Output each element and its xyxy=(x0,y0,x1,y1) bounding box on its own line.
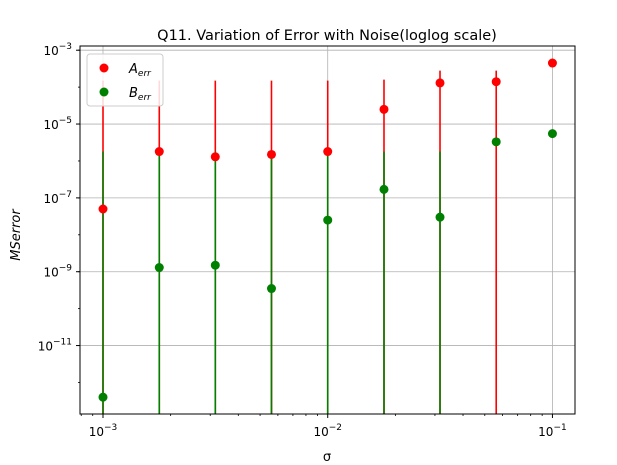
legend-label-b: Berr xyxy=(129,86,152,103)
x-tick-label: 10−1 xyxy=(538,423,567,439)
legend-label-a: Aerr xyxy=(128,62,152,79)
data-point-a xyxy=(210,152,220,162)
data-point-b xyxy=(210,260,220,270)
data-point-a xyxy=(379,104,389,114)
legend: Aerr Berr xyxy=(86,53,164,107)
data-point-a xyxy=(435,78,445,88)
data-point-a xyxy=(491,77,501,87)
data-point-b xyxy=(323,215,333,225)
data-point-b xyxy=(435,212,445,222)
axis-ticks: 10−3 10−2 10−1 10−11 10−9 10−7 10−5 10−3 xyxy=(38,42,567,439)
legend-marker-a xyxy=(99,63,109,73)
data-point-b xyxy=(379,184,389,194)
data-point-a xyxy=(266,149,276,159)
error-bars xyxy=(102,70,498,414)
y-tick-label: 10−5 xyxy=(43,116,72,132)
data-point-b xyxy=(98,392,108,402)
data-point-b xyxy=(266,284,276,294)
data-point-a xyxy=(154,147,164,157)
y-tick-label: 10−9 xyxy=(43,264,72,280)
legend-box xyxy=(86,53,164,107)
data-point-a xyxy=(547,58,557,68)
y-tick-label: 10−7 xyxy=(43,190,72,206)
data-point-b xyxy=(491,137,501,147)
y-tick-label: 10−3 xyxy=(43,42,72,58)
data-point-a xyxy=(98,204,108,214)
y-tick-label: 10−11 xyxy=(38,338,72,354)
chart-title: Q11. Variation of Error with Noise(loglo… xyxy=(157,28,497,44)
data-point-b xyxy=(547,129,557,139)
legend-marker-b xyxy=(99,87,109,97)
x-tick-label: 10−3 xyxy=(89,423,118,439)
x-axis-label: σ xyxy=(323,450,331,465)
x-tick-label: 10−2 xyxy=(313,423,342,439)
data-point-b xyxy=(154,263,164,273)
y-axis-label: MSerror xyxy=(9,208,24,261)
data-point-a xyxy=(323,147,333,157)
data-points xyxy=(98,58,557,402)
